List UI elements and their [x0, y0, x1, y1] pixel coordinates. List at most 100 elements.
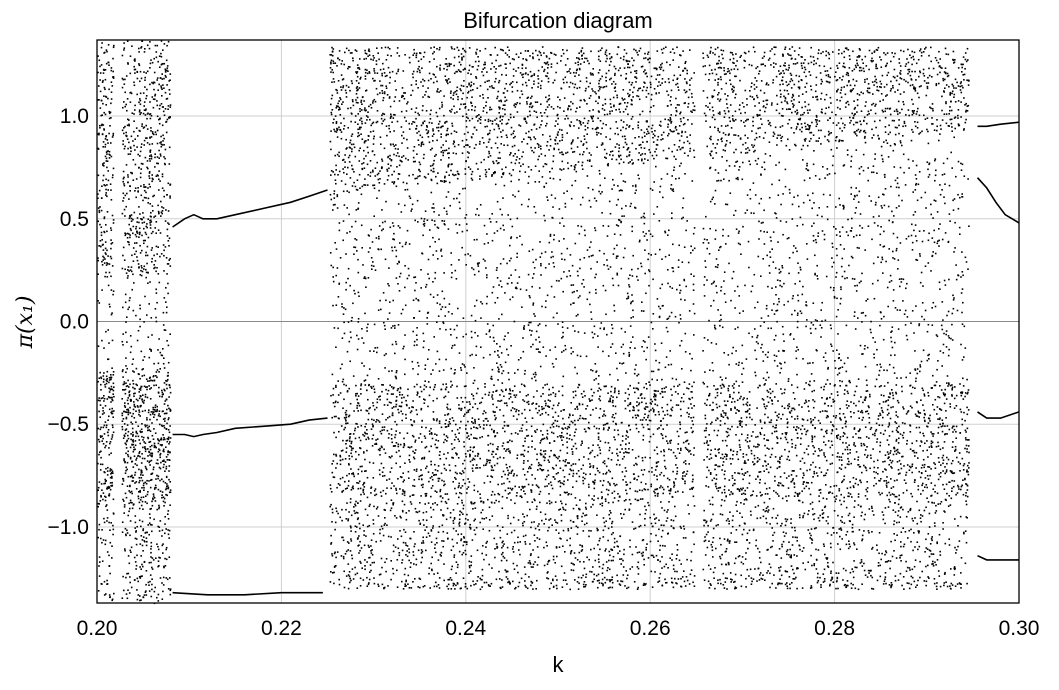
data-point: [479, 577, 481, 580]
data-point: [726, 540, 729, 542]
data-point: [562, 506, 564, 509]
data-point: [139, 80, 141, 83]
data-point: [759, 431, 761, 434]
data-point: [137, 425, 140, 427]
data-point: [151, 568, 154, 570]
data-point: [453, 556, 455, 558]
data-point: [932, 435, 934, 437]
data-point: [382, 99, 384, 102]
data-point: [890, 80, 892, 83]
data-point: [130, 400, 132, 402]
data-point: [330, 103, 332, 106]
data-point: [98, 211, 101, 214]
data-point: [629, 205, 632, 208]
data-point: [551, 423, 554, 426]
data-point: [927, 422, 930, 424]
data-point: [733, 562, 736, 565]
data-point: [551, 251, 553, 253]
data-point: [153, 254, 155, 257]
data-point: [392, 550, 395, 553]
data-point: [723, 73, 726, 76]
data-point: [559, 151, 561, 154]
data-point: [536, 390, 538, 392]
data-point: [790, 474, 793, 476]
data-point: [347, 86, 350, 88]
data-point: [145, 482, 148, 485]
data-point: [513, 104, 515, 107]
data-point: [915, 451, 918, 454]
data-point: [866, 114, 869, 116]
data-point: [165, 546, 168, 549]
data-point: [640, 262, 642, 265]
data-point: [446, 440, 448, 442]
data-point: [149, 150, 151, 152]
data-point: [136, 146, 138, 148]
data-point: [148, 533, 150, 536]
data-point: [530, 580, 532, 583]
data-point: [721, 439, 724, 442]
data-point: [797, 494, 799, 496]
data-point: [493, 431, 495, 434]
data-point: [149, 398, 152, 400]
data-point: [439, 490, 441, 493]
data-point: [150, 478, 153, 481]
data-point: [677, 259, 680, 261]
data-point: [124, 549, 126, 552]
data-point: [127, 174, 129, 176]
data-point: [591, 331, 594, 334]
data-point: [101, 260, 103, 263]
data-point: [587, 447, 590, 449]
data-point: [372, 519, 375, 521]
data-point: [651, 235, 654, 238]
data-point: [395, 396, 398, 398]
data-point: [129, 227, 132, 230]
data-point: [134, 444, 137, 447]
data-point: [111, 398, 113, 401]
data-point: [125, 417, 128, 420]
data-point: [357, 291, 360, 294]
data-point: [491, 120, 494, 123]
data-point: [780, 388, 782, 390]
data-point: [410, 210, 412, 212]
data-point: [966, 406, 968, 409]
data-point: [150, 154, 152, 156]
data-point: [419, 134, 422, 137]
data-point: [433, 419, 435, 421]
data-point: [158, 211, 160, 214]
data-point: [750, 86, 753, 88]
data-point: [130, 490, 133, 493]
data-point: [830, 393, 833, 395]
data-point: [395, 371, 398, 374]
data-point: [879, 233, 882, 236]
data-point: [932, 217, 934, 219]
data-point: [129, 351, 132, 354]
data-point: [597, 50, 600, 53]
data-point: [161, 396, 163, 398]
data-point: [347, 549, 349, 551]
data-point: [122, 246, 125, 249]
data-point: [911, 113, 914, 116]
data-point: [416, 327, 418, 329]
data-point: [150, 349, 152, 351]
data-point: [156, 410, 158, 412]
data-point: [652, 141, 655, 143]
data-point: [105, 593, 107, 595]
data-point: [101, 560, 104, 562]
data-point: [386, 74, 388, 77]
data-point: [420, 390, 423, 393]
data-point: [678, 177, 680, 180]
data-point: [147, 581, 150, 584]
data-point: [357, 338, 360, 340]
data-point: [468, 83, 470, 86]
data-point: [135, 242, 138, 244]
data-point: [375, 60, 378, 62]
data-point: [458, 224, 461, 226]
data-point: [506, 122, 509, 125]
data-point: [165, 428, 168, 430]
data-point: [153, 442, 156, 445]
data-point: [97, 536, 99, 539]
data-point: [647, 416, 649, 419]
data-point: [366, 514, 369, 516]
data-point: [823, 568, 826, 571]
data-point: [149, 186, 151, 188]
